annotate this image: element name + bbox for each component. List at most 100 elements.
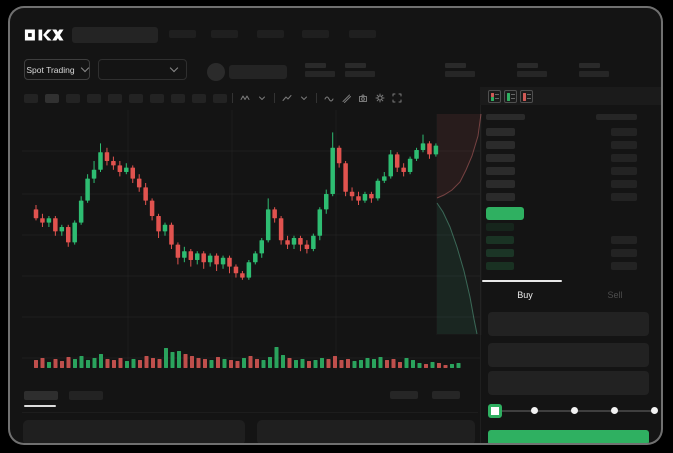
mode-bar (506, 92, 510, 101)
fullscreen-icon[interactable] (392, 93, 402, 103)
candlestick-chart[interactable] (20, 108, 482, 380)
measure-icon[interactable] (341, 93, 351, 103)
interval-button[interactable] (66, 94, 80, 103)
tab-sell[interactable]: Sell (607, 290, 623, 300)
ask-price-placeholder[interactable] (486, 154, 515, 162)
market-type-label: Spot Trading (26, 64, 75, 75)
orderbook-toolbar (480, 87, 661, 105)
bottom-field-left[interactable] (23, 420, 245, 443)
nav-item-placeholder[interactable] (302, 30, 329, 38)
slider-step-dot[interactable] (650, 407, 658, 414)
bottom-active-tab-underline (24, 405, 56, 407)
stat-label-placeholder (517, 63, 538, 68)
bid-amount-placeholder[interactable] (611, 249, 637, 257)
interval-button[interactable] (129, 94, 143, 103)
ask-price-placeholder[interactable] (486, 141, 515, 149)
order-input-field[interactable] (488, 312, 649, 336)
orderbook-col-header-amount (596, 114, 637, 120)
nav-item-placeholder[interactable] (169, 30, 196, 38)
book-split-icon[interactable] (488, 90, 501, 103)
chevron-down-icon (169, 63, 179, 73)
bid-price-placeholder[interactable] (486, 249, 514, 257)
ask-price-placeholder[interactable] (486, 128, 515, 136)
bid-price-placeholder[interactable] (486, 262, 514, 270)
chevron-down-icon (80, 63, 89, 73)
interval-button[interactable] (213, 94, 227, 103)
bottom-action-placeholder[interactable] (432, 391, 460, 399)
book-buys-icon[interactable] (504, 90, 517, 103)
slider-handle[interactable] (488, 404, 502, 418)
mode-line (527, 97, 531, 99)
interval-button[interactable] (150, 94, 164, 103)
pair-selector-dropdown[interactable] (98, 59, 187, 80)
chart-type-icon[interactable] (240, 93, 250, 103)
ask-amount-placeholder[interactable] (611, 128, 637, 136)
camera-icon[interactable] (358, 93, 368, 103)
stat-value-placeholder (445, 71, 475, 77)
mode-line (495, 97, 499, 99)
ask-amount-placeholder[interactable] (611, 141, 637, 149)
book-sells-icon[interactable] (520, 90, 533, 103)
bid-amount-placeholder[interactable] (611, 262, 637, 270)
chevron-down-icon[interactable] (257, 93, 267, 103)
bid-price-placeholder[interactable] (486, 223, 514, 231)
interval-button[interactable] (87, 94, 101, 103)
interval-button[interactable] (192, 94, 206, 103)
bottom-action-placeholder[interactable] (390, 391, 418, 399)
panel-divider (480, 87, 481, 443)
nav-item-placeholder[interactable] (257, 30, 284, 38)
ask-amount-placeholder[interactable] (611, 193, 637, 201)
nav-item-placeholder[interactable] (211, 30, 238, 38)
ask-price-placeholder[interactable] (486, 180, 515, 188)
toolbar-divider (274, 93, 275, 103)
slider-step-dot[interactable] (610, 407, 618, 414)
mode-line (511, 93, 515, 95)
interval-button[interactable] (171, 94, 185, 103)
market-type-dropdown[interactable]: Spot Trading (24, 59, 90, 80)
chevron-down-icon[interactable] (299, 93, 309, 103)
app-window: Spot Trading Buy Sell (8, 6, 663, 445)
interval-button[interactable] (24, 94, 38, 103)
orderbook-col-header-price (486, 114, 525, 120)
mode-bar (490, 97, 494, 101)
line-tool-icon[interactable] (324, 93, 334, 103)
mode-bar (490, 92, 494, 97)
mode-line (495, 93, 499, 95)
bottom-tab-open-orders[interactable] (24, 391, 58, 400)
bid-amount-placeholder[interactable] (611, 236, 637, 244)
chart-tools (232, 91, 402, 105)
interval-button[interactable] (108, 94, 122, 103)
search-input[interactable] (72, 27, 158, 43)
order-input-field[interactable] (488, 343, 649, 367)
slider-step-dot[interactable] (570, 407, 578, 414)
stat-value-placeholder (345, 71, 375, 77)
interval-button[interactable] (45, 94, 59, 103)
indicators-icon[interactable] (282, 93, 292, 103)
settings-icon[interactable] (375, 93, 385, 103)
ask-amount-placeholder[interactable] (611, 180, 637, 188)
slider-step-dot[interactable] (530, 407, 538, 414)
ask-amount-placeholder[interactable] (611, 167, 637, 175)
nav-item-placeholder[interactable] (349, 30, 376, 38)
stat-label-placeholder (345, 63, 366, 68)
toolbar-divider (316, 93, 317, 103)
bottom-field-right[interactable] (257, 420, 475, 443)
mode-line (511, 97, 515, 99)
stat-label-placeholder (305, 63, 326, 68)
stat-value-placeholder (517, 71, 547, 77)
tab-buy[interactable]: Buy (517, 290, 533, 300)
ask-price-placeholder[interactable] (486, 167, 515, 175)
bid-price-placeholder[interactable] (486, 236, 514, 244)
buy-submit-button[interactable] (488, 430, 649, 443)
last-price-badge[interactable] (486, 207, 524, 220)
ask-amount-placeholder[interactable] (611, 154, 637, 162)
okx-logo[interactable] (24, 28, 64, 42)
order-input-field[interactable] (488, 371, 649, 395)
stat-label-placeholder (445, 63, 466, 68)
pair-name-placeholder (229, 65, 287, 79)
bottom-tab-order-history[interactable] (69, 391, 103, 400)
ask-price-placeholder[interactable] (486, 193, 515, 201)
pair-avatar (207, 63, 225, 81)
bottom-divider (22, 412, 478, 413)
active-tab-indicator (482, 280, 562, 282)
